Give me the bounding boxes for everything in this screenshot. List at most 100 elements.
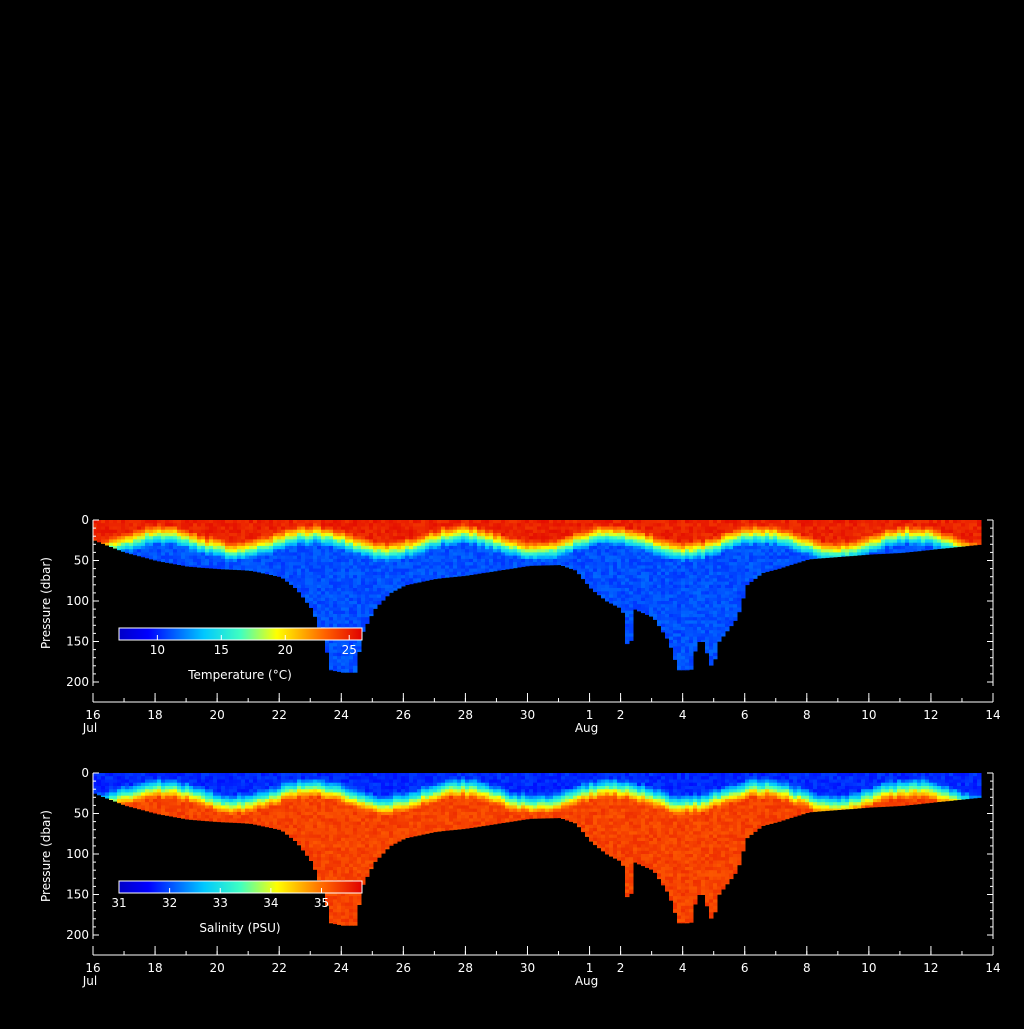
field-cell (369, 598, 374, 602)
field-cell (477, 527, 482, 531)
field-cell (321, 539, 326, 543)
field-cell (569, 546, 574, 550)
field-cell (257, 569, 262, 573)
field-cell (689, 520, 694, 524)
field-cell (721, 536, 726, 540)
field-cell (329, 523, 334, 527)
field-cell (625, 556, 630, 560)
field-cell (349, 543, 354, 547)
field-cell (101, 796, 106, 797)
field-cell (397, 539, 402, 543)
field-cell (625, 617, 630, 621)
field-cell (781, 562, 786, 566)
field-cell (701, 627, 706, 631)
field-cell (645, 572, 650, 576)
field-cell (289, 575, 294, 579)
field-cell (297, 520, 302, 524)
field-cell (213, 796, 218, 800)
field-cell (765, 533, 770, 537)
field-cell (173, 799, 178, 803)
field-cell (881, 549, 886, 553)
field-cell (445, 527, 450, 531)
field-cell (701, 640, 706, 642)
field-cell (485, 559, 490, 563)
field-cell (757, 549, 762, 553)
field-cell (345, 556, 350, 560)
field-cell (825, 527, 830, 531)
field-cell (381, 530, 386, 534)
field-cell (585, 578, 590, 582)
field-cell (373, 530, 378, 534)
field-cell (137, 780, 142, 784)
field-cell (897, 546, 902, 550)
field-cell (153, 809, 158, 813)
field-cell (941, 533, 946, 537)
field-cell (285, 562, 290, 566)
field-cell (281, 575, 286, 579)
field-cell (605, 591, 610, 595)
field-cell (881, 536, 886, 540)
field-cell (841, 523, 846, 527)
field-cell (357, 572, 362, 576)
field-cell (573, 530, 578, 534)
field-cell (721, 588, 726, 592)
field-cell (181, 809, 186, 813)
field-cell (769, 533, 774, 537)
field-cell (757, 562, 762, 566)
field-cell (329, 552, 334, 556)
field-cell (233, 539, 238, 543)
field-cell (145, 802, 150, 806)
field-cell (341, 591, 346, 595)
field-cell (189, 533, 194, 537)
field-cell (349, 608, 354, 612)
field-cell (489, 559, 494, 563)
field-cell (325, 614, 330, 618)
field-cell (213, 546, 218, 550)
field-cell (189, 520, 194, 524)
field-cell (393, 556, 398, 560)
field-cell (493, 520, 498, 524)
field-cell (189, 802, 194, 806)
field-cell (597, 578, 602, 582)
field-cell (629, 591, 634, 595)
field-cell (401, 582, 406, 586)
field-cell (673, 653, 678, 657)
field-cell (949, 539, 954, 543)
field-cell (613, 539, 618, 543)
field-cell (141, 546, 146, 550)
field-cell (357, 556, 362, 560)
field-cell (149, 809, 154, 813)
field-cell (321, 523, 326, 527)
field-cell (309, 595, 314, 599)
field-cell (361, 527, 366, 531)
field-cell (677, 582, 682, 586)
field-cell (661, 565, 666, 569)
field-cell (245, 559, 250, 563)
field-cell (629, 543, 634, 547)
field-cell (777, 539, 782, 543)
field-cell (217, 818, 222, 822)
field-cell (689, 552, 694, 556)
field-cell (245, 552, 250, 556)
field-cell (561, 559, 566, 563)
field-cell (353, 620, 358, 624)
field-cell (745, 559, 750, 563)
field-cell (869, 549, 874, 553)
field-cell (621, 572, 626, 576)
field-cell (369, 539, 374, 543)
field-cell (813, 543, 818, 547)
field-cell (229, 792, 234, 796)
field-cell (393, 523, 398, 527)
field-cell (349, 527, 354, 531)
field-cell (181, 773, 186, 777)
field-cell (669, 527, 674, 531)
field-cell (725, 559, 730, 563)
field-cell (721, 520, 726, 524)
field-cell (433, 536, 438, 540)
field-cell (225, 776, 230, 780)
field-cell (777, 546, 782, 550)
field-cell (821, 520, 826, 524)
field-cell (789, 536, 794, 540)
field-cell (569, 527, 574, 531)
field-cell (325, 624, 330, 628)
